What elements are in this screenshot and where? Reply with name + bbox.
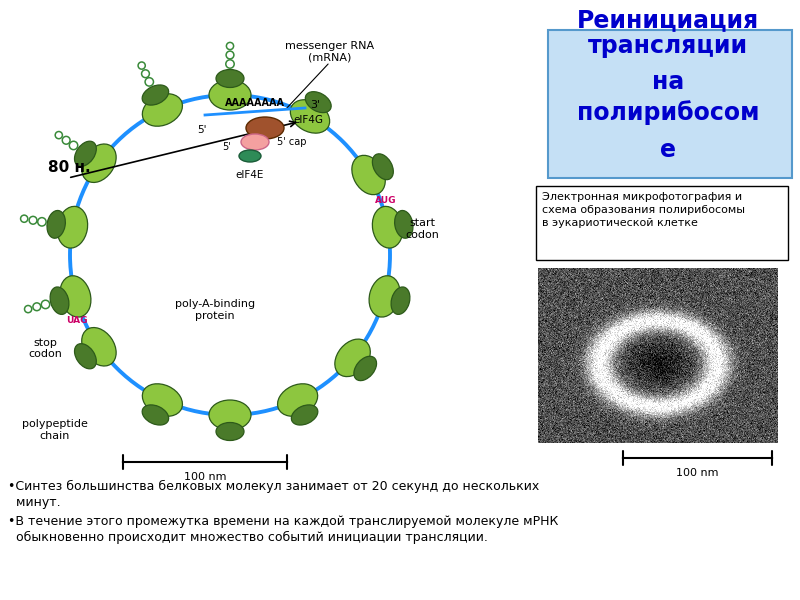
Ellipse shape <box>335 339 370 377</box>
Text: минут.: минут. <box>8 496 61 509</box>
Ellipse shape <box>82 328 116 366</box>
Ellipse shape <box>60 276 91 317</box>
Text: полирибосом: полирибосом <box>577 100 759 125</box>
Text: трансляции: трансляции <box>588 34 748 58</box>
Ellipse shape <box>241 134 269 150</box>
Text: eIF4E: eIF4E <box>236 170 264 180</box>
Ellipse shape <box>74 141 96 166</box>
Ellipse shape <box>142 405 169 425</box>
Ellipse shape <box>82 144 116 182</box>
Text: 100 nm: 100 nm <box>184 472 226 482</box>
Text: •В течение этого промежутка времени на каждой транслируемой молекуле мРНК: •В течение этого промежутка времени на к… <box>8 515 558 528</box>
FancyBboxPatch shape <box>548 30 792 178</box>
Text: 5': 5' <box>222 142 231 152</box>
Text: обыкновенно происходит множество событий инициации трансляции.: обыкновенно происходит множество событий… <box>8 531 488 544</box>
Text: е: е <box>660 138 676 162</box>
Ellipse shape <box>209 80 251 110</box>
Ellipse shape <box>372 154 394 179</box>
Ellipse shape <box>239 150 261 162</box>
FancyBboxPatch shape <box>536 186 788 260</box>
Ellipse shape <box>246 117 284 139</box>
Ellipse shape <box>142 94 182 126</box>
Ellipse shape <box>369 276 400 317</box>
Ellipse shape <box>47 211 66 238</box>
Text: 100 nm: 100 nm <box>676 468 718 478</box>
Text: polypeptide
chain: polypeptide chain <box>22 419 88 441</box>
Ellipse shape <box>50 287 69 314</box>
Text: 3': 3' <box>310 100 320 110</box>
Ellipse shape <box>142 85 169 105</box>
Ellipse shape <box>291 405 318 425</box>
Ellipse shape <box>74 344 96 369</box>
Text: Реинициация: Реинициация <box>577 8 759 32</box>
Text: •Синтез большинства белковых молекул занимает от 20 секунд до нескольких: •Синтез большинства белковых молекул зан… <box>8 480 539 493</box>
Ellipse shape <box>290 100 330 133</box>
Ellipse shape <box>142 384 182 416</box>
Ellipse shape <box>306 92 331 113</box>
Ellipse shape <box>216 70 244 88</box>
Ellipse shape <box>209 400 251 430</box>
Text: UAG: UAG <box>66 316 88 325</box>
Text: 5' cap: 5' cap <box>277 137 306 147</box>
Ellipse shape <box>352 155 386 194</box>
Text: messenger RNA
(mRNA): messenger RNA (mRNA) <box>286 41 374 63</box>
Text: AUG: AUG <box>374 196 396 205</box>
Text: start
codon: start codon <box>406 218 439 240</box>
Text: eIF4G: eIF4G <box>293 115 323 125</box>
Text: 80 н.: 80 н. <box>48 160 90 175</box>
Ellipse shape <box>394 211 413 238</box>
Ellipse shape <box>58 206 88 248</box>
Text: stop
codon: stop codon <box>28 338 62 359</box>
Text: 5': 5' <box>198 125 206 135</box>
Text: Электронная микрофотография и
схема образования полирибосомы
в эукариотической к: Электронная микрофотография и схема обра… <box>542 192 745 229</box>
Text: AAAAAAAA: AAAAAAAA <box>225 98 285 108</box>
Ellipse shape <box>372 206 402 248</box>
Ellipse shape <box>278 384 318 416</box>
Ellipse shape <box>354 356 377 380</box>
Text: poly-A-binding
protein: poly-A-binding protein <box>175 299 255 321</box>
Ellipse shape <box>216 422 244 440</box>
Ellipse shape <box>391 287 410 314</box>
Text: на: на <box>652 70 684 94</box>
